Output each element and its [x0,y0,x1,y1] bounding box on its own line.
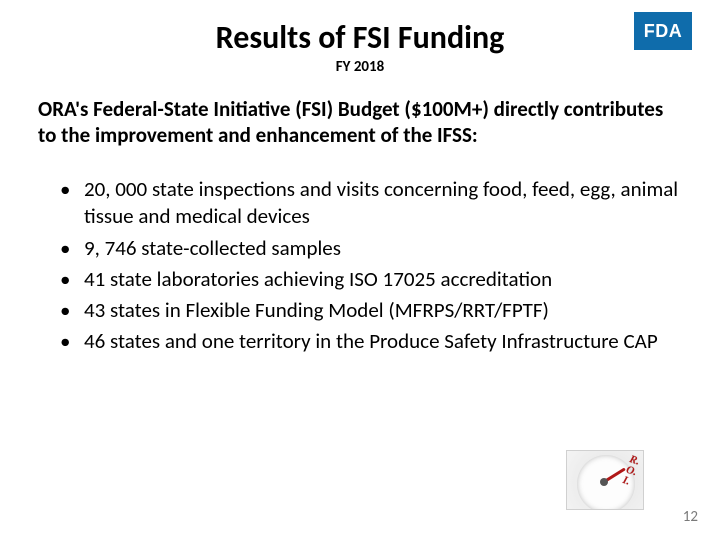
roi-letters: R. O. I. [621,454,641,489]
slide-subtitle: FY 2018 [0,58,720,76]
intro-paragraph: ORA's Federal-State Initiative (FSI) Bud… [38,96,682,149]
list-item: 46 states and one territory in the Produ… [38,328,682,355]
slide: Results of FSI Funding FY 2018 FDA ORA's… [0,0,720,540]
roi-compass-image: R. O. I. [566,450,644,510]
page-number: 12 [683,508,698,526]
list-item: 43 states in Flexible Funding Model (MFR… [38,297,682,324]
list-item: 9, 746 state-collected samples [38,235,682,262]
slide-title: Results of FSI Funding [0,20,720,55]
list-item: 20, 000 state inspections and visits con… [38,176,682,231]
compass-hub [600,478,608,486]
list-item: 41 state laboratories achieving ISO 1702… [38,266,682,293]
fda-logo: FDA [634,12,692,50]
bullet-list: 20, 000 state inspections and visits con… [38,176,682,360]
